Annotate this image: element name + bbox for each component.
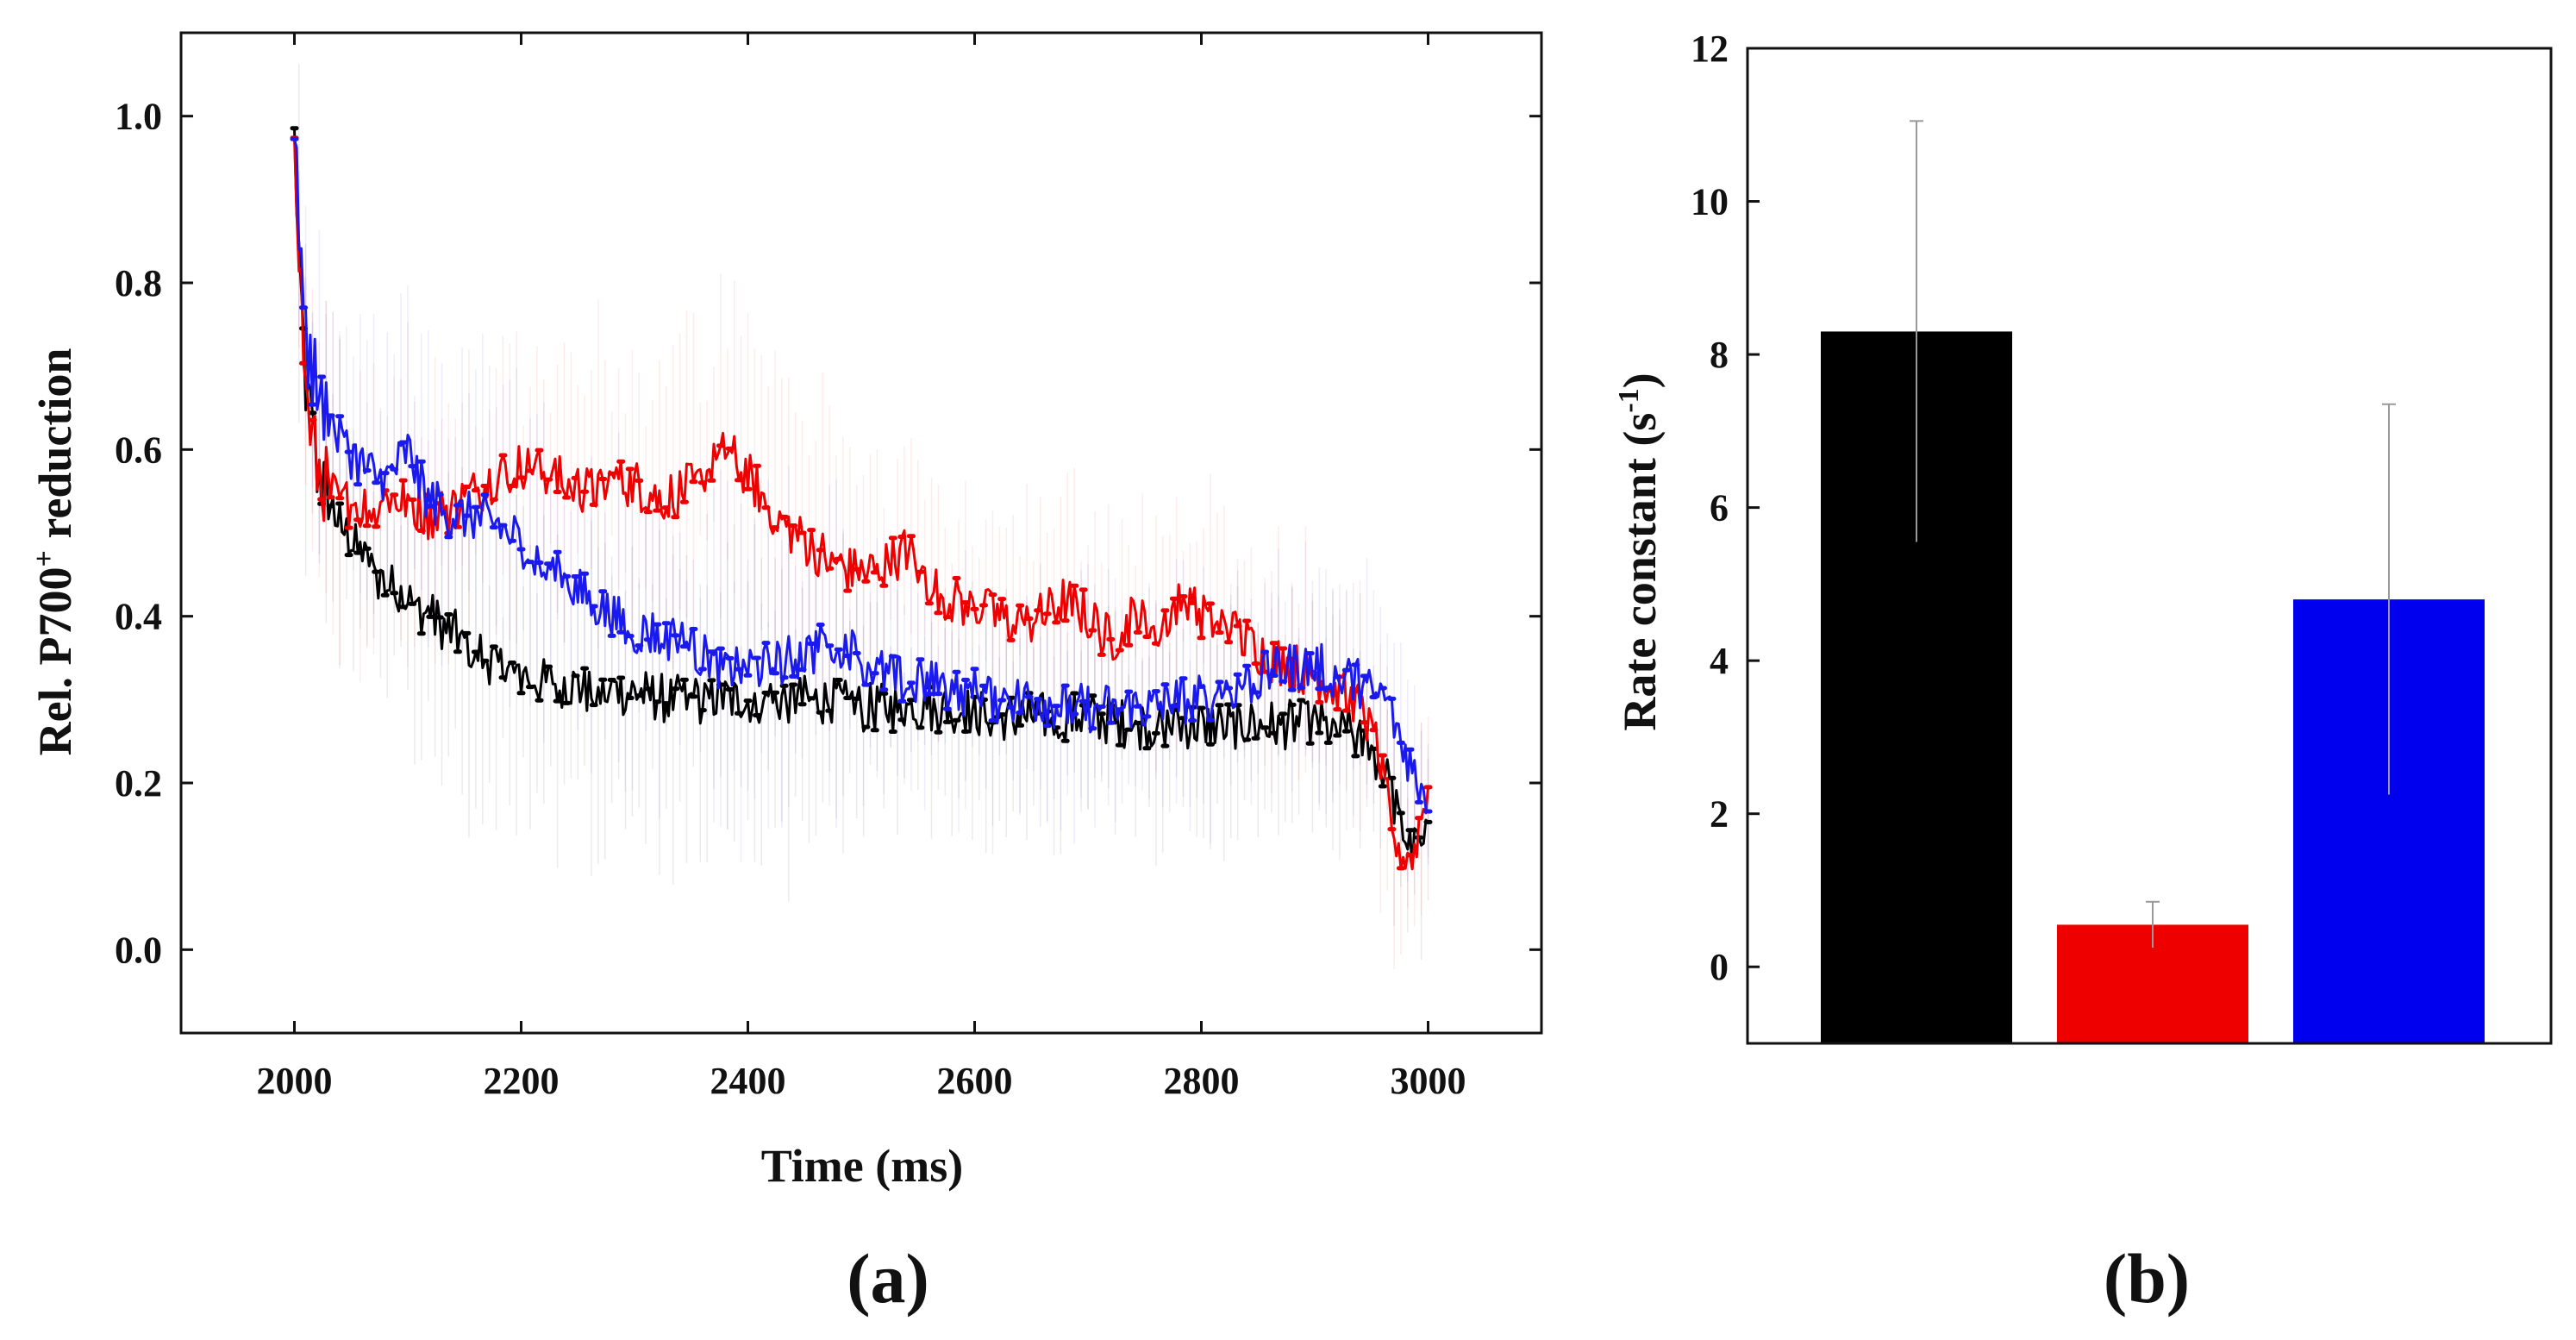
plot-frame: [179, 31, 1543, 1035]
x-tick-label: 2600: [937, 1060, 1013, 1102]
series-group: [290, 126, 1433, 871]
y-tick-label: 1.0: [115, 96, 162, 138]
x-tick-label: 2400: [710, 1060, 786, 1102]
series-line-1: [293, 128, 1429, 871]
series-markers-3: [290, 136, 1433, 814]
y-tick-label: 10: [1691, 181, 1729, 223]
x-tick-label: 2200: [484, 1060, 560, 1102]
y-tick-label: 6: [1710, 487, 1729, 529]
y-tick-label: 8: [1710, 334, 1729, 376]
series-line-3: [293, 138, 1429, 812]
bars-group: [1821, 120, 2485, 1043]
panel-label-a: (a): [847, 1239, 929, 1318]
plot-frame: [1746, 47, 2553, 1045]
y-ticks: 0 2 4 6 8 10 12: [1691, 28, 1760, 988]
y-axis-title: Rate constant (s-1): [1613, 373, 1666, 730]
panel-b-bar-chart: 0 2 4 6 8 10 12 Rate constant (s-1) (b): [1613, 28, 2553, 1318]
x-tick-label: 2800: [1164, 1060, 1240, 1102]
x-tick-label: 3000: [1391, 1060, 1466, 1102]
y-tick-label: 0.6: [115, 429, 162, 471]
y-tick-label: 4: [1710, 640, 1729, 682]
y-tick-label: 0: [1710, 946, 1729, 988]
y-tick-label: 0.4: [115, 596, 162, 638]
x-axis-title: Time (ms): [761, 1140, 963, 1192]
y-tick-label: 0.8: [115, 262, 162, 304]
y-tick-label: 0.0: [115, 929, 162, 971]
y-tick-label: 0.2: [115, 762, 162, 805]
panel-a-line-chart: 2000 2200 2400 2600 2800 3000 0.0 0.2 0.4 0.6 0.8…: [28, 31, 1543, 1318]
y-tick-label: 12: [1691, 28, 1729, 70]
y-ticks: 0.0 0.2 0.4 0.6 0.8 1.0: [115, 96, 1541, 971]
x-tick-label: 2000: [257, 1060, 333, 1102]
panel-label-b: (b): [2104, 1239, 2190, 1318]
y-axis-title: Rel. P700+ reduction: [28, 348, 81, 756]
x-ticks: 2000 2200 2400 2600 2800 3000: [257, 33, 1466, 1102]
y-tick-label: 2: [1710, 793, 1729, 836]
